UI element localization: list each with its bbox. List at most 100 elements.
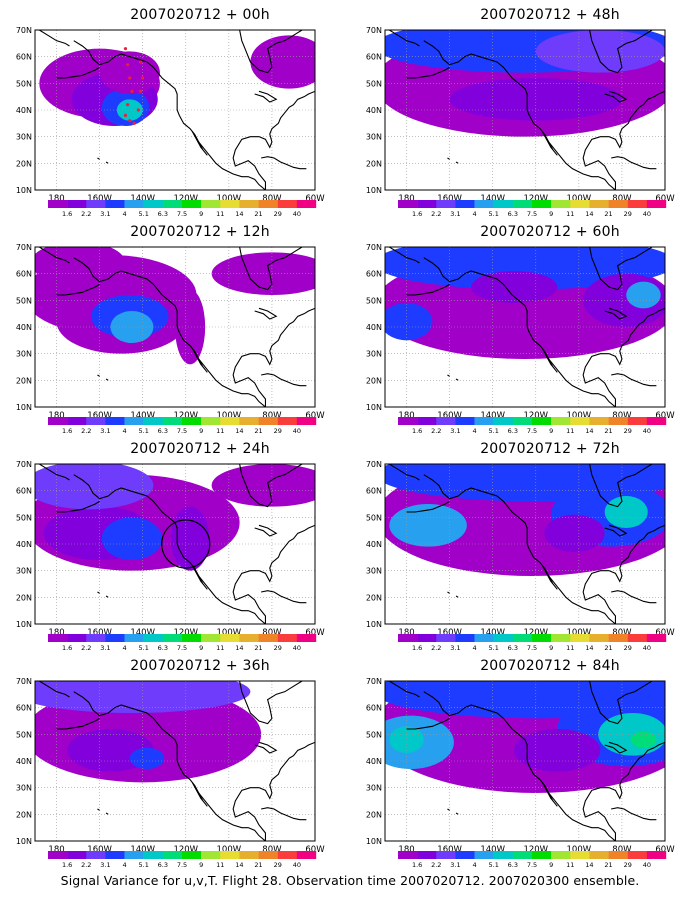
colorbar-swatch xyxy=(608,417,628,425)
colorbar-swatch xyxy=(417,417,437,425)
colorbar-swatch xyxy=(67,851,87,859)
colorbar-swatch xyxy=(182,200,202,208)
latitude-label: 50N xyxy=(16,730,32,739)
longitude-label: 100W xyxy=(567,628,592,638)
coastline xyxy=(105,378,109,381)
colorbar-label: 29 xyxy=(624,427,632,435)
longitude-label: 80W xyxy=(262,845,282,855)
coastline xyxy=(541,782,558,807)
latitude-label: 10N xyxy=(16,403,32,412)
panel-title: 2007020712 + 84h xyxy=(480,658,620,674)
colorbar-swatch xyxy=(67,200,87,208)
colorbar: 1.6 2.2 3.1 4 5.1 6.3 7.5 9 11 14 21 29 40 xyxy=(398,417,667,435)
coastline xyxy=(39,247,70,264)
flight-track-point xyxy=(132,121,136,125)
colorbar-swatch xyxy=(48,417,68,425)
coastline xyxy=(455,378,459,381)
colorbar-label: 5.1 xyxy=(139,427,149,435)
latitude-label: 20N xyxy=(16,810,32,819)
variance-contour xyxy=(35,681,251,713)
latitude-label: 70N xyxy=(366,243,382,252)
coastline xyxy=(97,591,100,594)
colorbar-label: 11 xyxy=(216,861,224,869)
latitude-label: 10N xyxy=(16,186,32,195)
map-frame xyxy=(384,246,666,408)
coastline xyxy=(191,565,208,590)
coastline xyxy=(455,595,459,598)
colorbar-swatch xyxy=(532,851,552,859)
latitude-label: 40N xyxy=(366,540,382,549)
latitude-label: 70N xyxy=(16,26,32,35)
colorbar-label: 29 xyxy=(274,861,282,869)
colorbar-label: 3.1 xyxy=(450,861,460,869)
coastline xyxy=(191,782,208,807)
colorbar-swatch xyxy=(627,417,648,425)
colorbar-label: 21 xyxy=(604,861,612,869)
longitude-label: 140W xyxy=(480,411,505,421)
longitude-label: 180 xyxy=(398,628,414,638)
longitude-label: 160W xyxy=(437,411,462,421)
colorbar-label: 6.3 xyxy=(508,644,518,652)
colorbar-label: 14 xyxy=(235,210,243,218)
colorbar-swatch xyxy=(493,417,514,425)
coastline xyxy=(582,307,665,407)
colorbar-label: 1.6 xyxy=(412,644,422,652)
longitude-label: 140W xyxy=(130,411,155,421)
colorbar-label: 29 xyxy=(274,644,282,652)
colorbar-label: 2.2 xyxy=(431,210,441,218)
colorbar-swatch xyxy=(436,200,456,208)
coastline xyxy=(232,307,315,407)
colorbar-label: 3.1 xyxy=(100,861,110,869)
coastline xyxy=(56,66,100,79)
variance-contour xyxy=(250,35,315,89)
variance-field xyxy=(385,247,665,359)
colorbar-swatch xyxy=(589,200,609,208)
colorbar-label: 11 xyxy=(566,861,574,869)
variance-contour xyxy=(116,99,143,121)
variance-contour xyxy=(604,496,648,528)
colorbar-swatch xyxy=(124,417,144,425)
colorbar-swatch xyxy=(646,851,667,859)
latitude-label: 70N xyxy=(16,677,32,686)
variance-contour xyxy=(101,517,163,560)
map-frame xyxy=(384,680,666,842)
colorbar-swatch xyxy=(551,200,571,208)
longitude-label: 120W xyxy=(523,845,548,855)
coastline xyxy=(191,131,208,156)
colorbar-label: 21 xyxy=(604,210,612,218)
longitude-label: 100W xyxy=(217,628,242,638)
colorbar-swatch xyxy=(551,417,571,425)
colorbar-label: 21 xyxy=(254,427,262,435)
colorbar-label: 7.5 xyxy=(527,861,537,869)
coastline xyxy=(447,591,450,594)
longitude-label: 160W xyxy=(87,845,112,855)
colorbar-swatch xyxy=(474,851,494,859)
colorbar-label: 29 xyxy=(624,210,632,218)
longitude-label: 140W xyxy=(130,628,155,638)
coastline xyxy=(423,474,616,624)
latitude-label: 60N xyxy=(366,270,382,279)
colorbar-swatch xyxy=(512,851,533,859)
variance-map: 70N 60N 50N 40N 30N 20N 10N 180 160W 140W 120W 100W… xyxy=(16,460,325,652)
longitude-label: 160W xyxy=(437,845,462,855)
coastline xyxy=(582,90,665,190)
latitude-label: 50N xyxy=(366,730,382,739)
coastline xyxy=(389,464,420,481)
coastline xyxy=(232,741,315,841)
coastline xyxy=(73,257,266,407)
colorbar-swatch xyxy=(220,851,240,859)
colorbar-swatch xyxy=(67,417,87,425)
coastline xyxy=(232,90,315,190)
colorbar-label: 1.6 xyxy=(412,861,422,869)
colorbar: 1.6 2.2 3.1 4 5.1 6.3 7.5 9 11 14 21 29 40 xyxy=(48,417,317,435)
longitude-label: 100W xyxy=(567,411,592,421)
colorbar: 1.6 2.2 3.1 4 5.1 6.3 7.5 9 11 14 21 29 40 xyxy=(398,634,667,652)
longitude-label: 160W xyxy=(87,628,112,638)
latitude-label: 70N xyxy=(16,243,32,252)
longitude-label: 60W xyxy=(305,411,325,421)
latitude-label: 60N xyxy=(16,270,32,279)
coastline xyxy=(73,691,266,841)
colorbar-label: 14 xyxy=(235,427,243,435)
coastline xyxy=(447,808,450,811)
colorbar-swatch xyxy=(162,200,183,208)
